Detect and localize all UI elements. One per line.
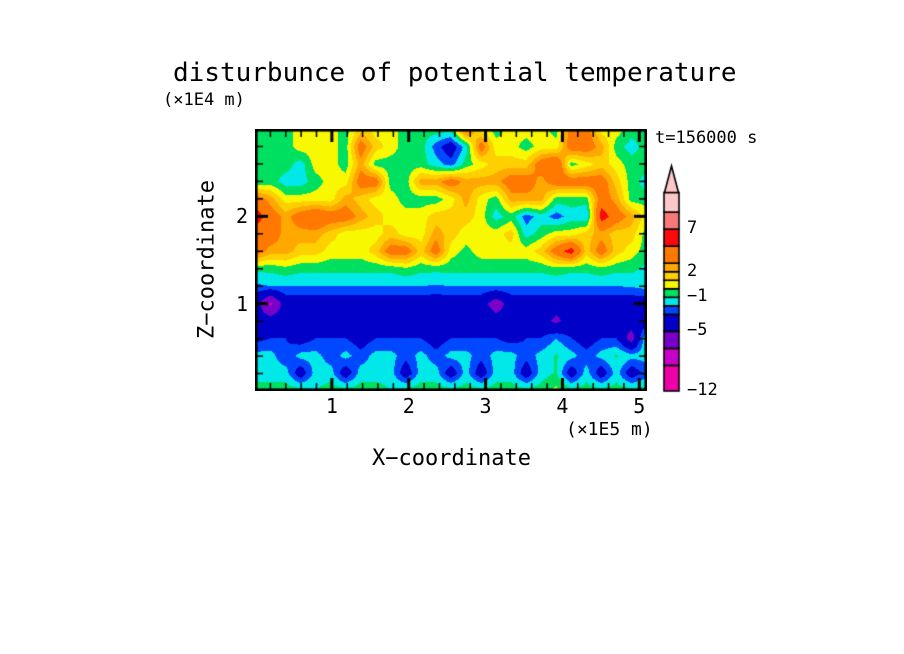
colorbar-label--5: −5 bbox=[687, 320, 708, 341]
colorbar-label-7: 7 bbox=[687, 218, 698, 239]
x-tick-label-4: 4 bbox=[556, 394, 569, 418]
z-axis-unit: (×1E4 m) bbox=[163, 90, 245, 110]
x-tick-label-1: 1 bbox=[325, 394, 338, 418]
chart-title: disturbunce of potential temperature bbox=[173, 58, 737, 88]
colorbar-canvas bbox=[662, 163, 681, 394]
x-tick-label-3: 3 bbox=[479, 394, 492, 418]
colorbar-label--1: −1 bbox=[687, 286, 708, 307]
colorbar-label--12: −12 bbox=[687, 380, 718, 400]
time-label: t=156000 s bbox=[655, 128, 758, 148]
contour-plot-canvas bbox=[255, 129, 647, 391]
z-axis-label: Z−coordinate bbox=[194, 180, 220, 340]
x-tick-label-2: 2 bbox=[402, 394, 415, 418]
z-tick-label-2: 2 bbox=[235, 204, 248, 229]
x-tick-label-5: 5 bbox=[633, 394, 646, 418]
x-axis-unit: (×1E5 m) bbox=[566, 419, 653, 440]
x-axis-label: X−coordinate bbox=[372, 446, 531, 471]
z-tick-label-1: 1 bbox=[235, 291, 248, 316]
colorbar-label-2: 2 bbox=[687, 260, 698, 281]
